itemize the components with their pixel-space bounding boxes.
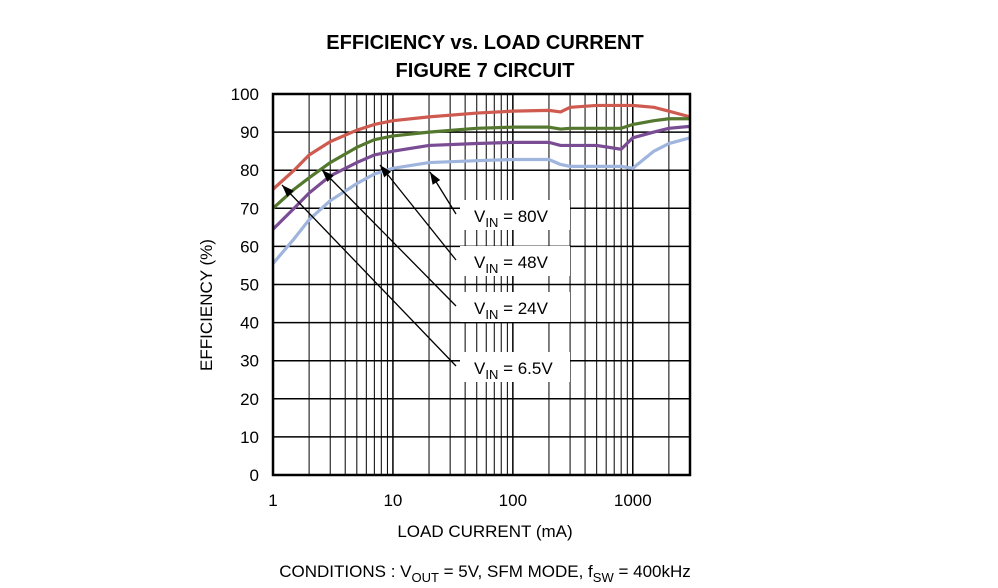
- y-tick-label: 50: [240, 276, 259, 295]
- series-label-main: V: [474, 207, 486, 226]
- y-tick-label: 30: [240, 352, 259, 371]
- x-tick-label: 10: [383, 491, 402, 510]
- series-label-main: V: [474, 253, 486, 272]
- series-label-tail: = 24V: [498, 299, 548, 318]
- series-label-tail: = 6.5V: [498, 359, 553, 378]
- annotation-arrow-line: [379, 164, 457, 261]
- series-label-tail: = 48V: [498, 253, 548, 272]
- annotation-arrowhead: [380, 165, 392, 178]
- series-label: VIN = 80V: [474, 207, 549, 230]
- footnote-part: = 5V, SFM MODE, f: [439, 562, 593, 581]
- chart-title: EFFICIENCY vs. LOAD CURRENT: [326, 32, 643, 54]
- series-label-sub: IN: [485, 215, 498, 230]
- y-tick-label: 80: [240, 161, 259, 180]
- footnote: CONDITIONS : VOUT = 5V, SFM MODE, fSW = …: [279, 562, 691, 585]
- footnote-part: OUT: [411, 570, 439, 585]
- series-label: VIN = 24V: [474, 299, 549, 322]
- footnote-part: SW: [593, 570, 615, 585]
- x-tick-label: 100: [499, 491, 527, 510]
- chart-subtitle: FIGURE 7 CIRCUIT: [396, 60, 575, 82]
- y-tick-label: 40: [240, 314, 259, 333]
- annotation-box: [460, 352, 570, 382]
- annotation-box: [460, 200, 570, 230]
- series-label-tail: = 80V: [498, 207, 548, 226]
- y-tick-label: 70: [240, 199, 259, 218]
- series-label-main: V: [474, 299, 486, 318]
- y-tick-label: 90: [240, 123, 259, 142]
- series-label: VIN = 6.5V: [474, 359, 553, 382]
- y-tick-label: 60: [240, 237, 259, 256]
- series-label: VIN = 48V: [474, 253, 549, 276]
- y-tick-label: 100: [231, 85, 259, 104]
- annotation-arrowhead: [322, 170, 334, 182]
- x-axis-label: LOAD CURRENT (mA): [397, 522, 572, 541]
- series-line: [271, 103, 691, 191]
- annotation-arrow-line: [281, 184, 457, 367]
- footnote-part: CONDITIONS : V: [279, 562, 412, 581]
- series-line: [271, 136, 691, 265]
- y-tick-label: 0: [250, 466, 259, 485]
- series-label-main: V: [474, 359, 486, 378]
- y-tick-label: 10: [240, 428, 259, 447]
- series-label-sub: IN: [485, 261, 498, 276]
- series-label-sub: IN: [485, 367, 498, 382]
- x-tick-label: 1000: [614, 491, 652, 510]
- annotation-box: [460, 246, 570, 276]
- annotation-arrow-line: [321, 169, 457, 307]
- x-tick-label: 1: [268, 491, 277, 510]
- footnote-part: = 400kHz: [614, 562, 691, 581]
- y-tick-label: 20: [240, 390, 259, 409]
- annotation-box: [460, 292, 570, 322]
- plot-frame: [271, 92, 692, 477]
- series-line: [271, 117, 690, 210]
- annotation-arrowhead: [430, 172, 441, 185]
- y-axis-label: EFFICIENCY (%): [197, 239, 216, 371]
- annotation-arrowhead: [282, 185, 294, 197]
- series-label-sub: IN: [485, 307, 498, 322]
